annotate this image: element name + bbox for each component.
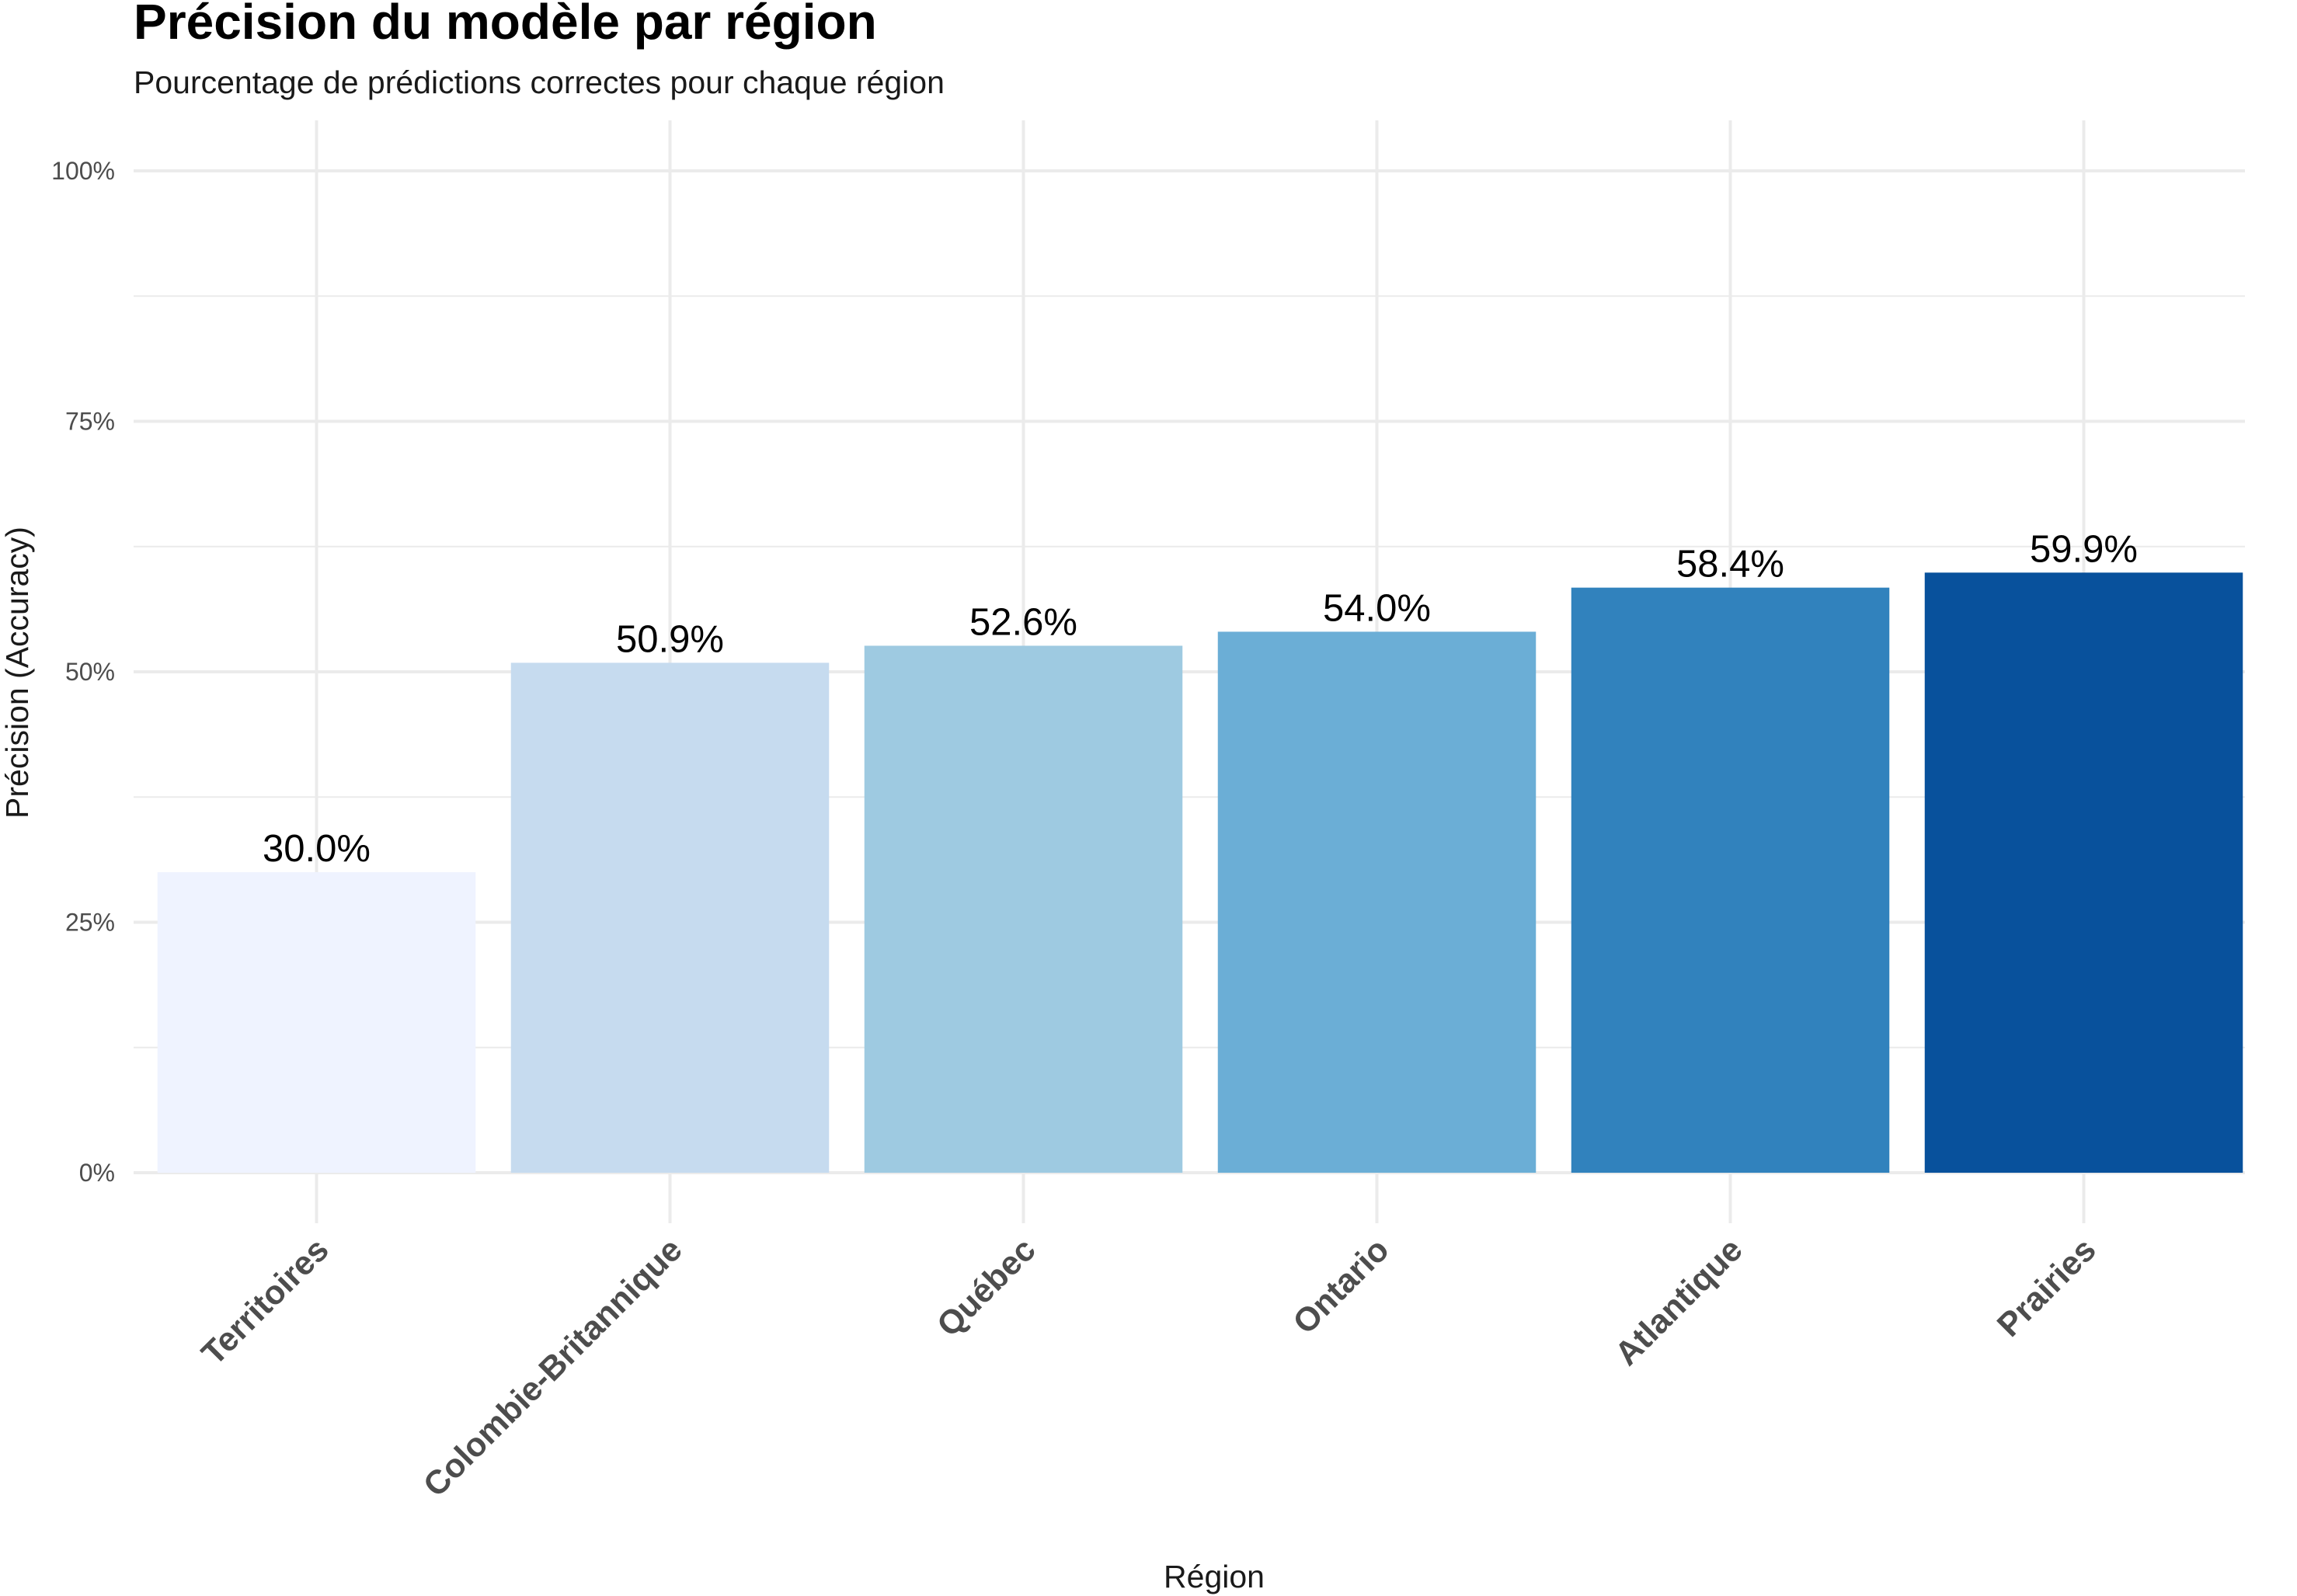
x-tick-label: Colombie-Britannique: [416, 1231, 690, 1504]
y-axis-title: Précision (Accuracy): [0, 527, 35, 819]
y-tick-label: 25%: [65, 909, 115, 937]
y-axis-ticks: 0% 25% 50% 75% 100%: [51, 157, 115, 1187]
data-label: 58.4%: [1676, 544, 1784, 586]
x-axis-title: Région: [1164, 1559, 1265, 1594]
bar: [1217, 631, 1537, 1173]
chart-title: Précision du modèle par région: [134, 0, 877, 50]
x-tick-label: Prairies: [1990, 1231, 2104, 1344]
y-tick-label: 0%: [79, 1159, 115, 1187]
x-axis-ticks: Territoires Colombie-Britannique Québec Ont…: [194, 1231, 2103, 1504]
chart-subtitle: Pourcentage de prédictions correctes pou…: [134, 64, 945, 100]
bar: [1924, 572, 2243, 1173]
x-tick-label: Ontario: [1286, 1231, 1397, 1341]
x-tick-label: Territoires: [194, 1231, 336, 1372]
data-labels: 30.0% 50.9% 52.6% 54.0% 58.4% 59.9%: [263, 528, 2138, 870]
bar: [1571, 587, 1890, 1173]
data-label: 54.0%: [1323, 587, 1431, 629]
y-tick-label: 75%: [65, 408, 115, 436]
bar: [157, 872, 476, 1173]
data-label: 52.6%: [969, 601, 1077, 643]
x-tick-label: Atlantique: [1608, 1231, 1750, 1373]
bars: [157, 572, 2243, 1173]
y-tick-label: 100%: [51, 157, 115, 185]
y-tick-label: 50%: [65, 658, 115, 686]
data-label: 59.9%: [2030, 528, 2138, 570]
data-label: 50.9%: [616, 618, 724, 660]
bar: [864, 645, 1183, 1173]
x-tick-label: Québec: [930, 1231, 1042, 1344]
bar: [510, 662, 830, 1173]
data-label: 30.0%: [263, 828, 371, 870]
